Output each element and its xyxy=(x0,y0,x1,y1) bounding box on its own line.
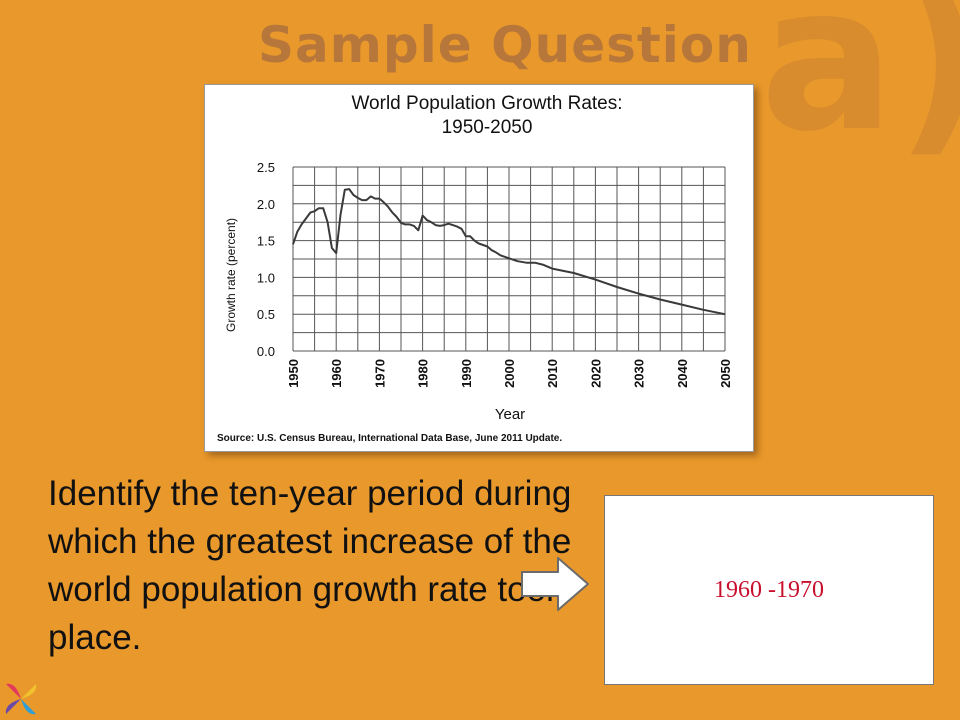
right-arrow-icon xyxy=(521,557,589,611)
y-tick-label: 2.0 xyxy=(257,197,275,212)
y-tick-label: 1.0 xyxy=(257,270,275,285)
y-tick-label: 0.5 xyxy=(257,307,275,322)
x-tick-label: 1970 xyxy=(372,359,387,388)
pinwheel-logo-icon xyxy=(5,683,37,715)
x-tick-label: 2020 xyxy=(588,359,603,388)
answer-box: 1960 -1970 xyxy=(604,495,934,685)
chart-title-line1: World Population Growth Rates: xyxy=(351,93,622,114)
x-tick-label: 2010 xyxy=(545,359,560,388)
x-tick-label: 2030 xyxy=(632,359,647,388)
x-tick-label: 1960 xyxy=(329,359,344,388)
y-tick-label: 0.0 xyxy=(257,344,275,359)
chart-frame: World Population Growth Rates: 1950-2050… xyxy=(204,84,754,452)
x-axis-label: Year xyxy=(495,406,525,423)
y-tick-label: 2.5 xyxy=(257,160,275,175)
x-tick-label: 1990 xyxy=(459,359,474,388)
chart-grid xyxy=(292,166,726,352)
y-tick-labels: 0.0 0.5 1.0 1.5 2.0 2.5 xyxy=(257,160,275,359)
y-tick-label: 1.5 xyxy=(257,234,275,249)
x-tick-label: 2050 xyxy=(718,359,733,388)
chart-title-line2: 1950-2050 xyxy=(442,117,533,138)
y-axis-label: Growth rate (percent) xyxy=(224,218,238,332)
growth-rate-line xyxy=(292,188,726,316)
slide-title: Sample Question xyxy=(258,16,752,74)
answer-text: 1960 -1970 xyxy=(714,576,824,603)
x-tick-label: 2040 xyxy=(675,359,690,388)
x-tick-label: 2000 xyxy=(502,359,517,388)
question-text: Identify the ten-year period during whic… xyxy=(48,474,572,657)
chart-source: Source: U.S. Census Bureau, Internationa… xyxy=(217,433,562,444)
part-label: a) xyxy=(760,0,960,176)
x-tick-label: 1980 xyxy=(416,359,431,388)
x-tick-label: 1950 xyxy=(286,359,301,388)
population-growth-chart: World Population Growth Rates: 1950-2050… xyxy=(217,93,733,444)
x-tick-labels: 1950 1960 1970 1980 1990 2000 2010 2020 2030 2040… xyxy=(286,359,733,388)
